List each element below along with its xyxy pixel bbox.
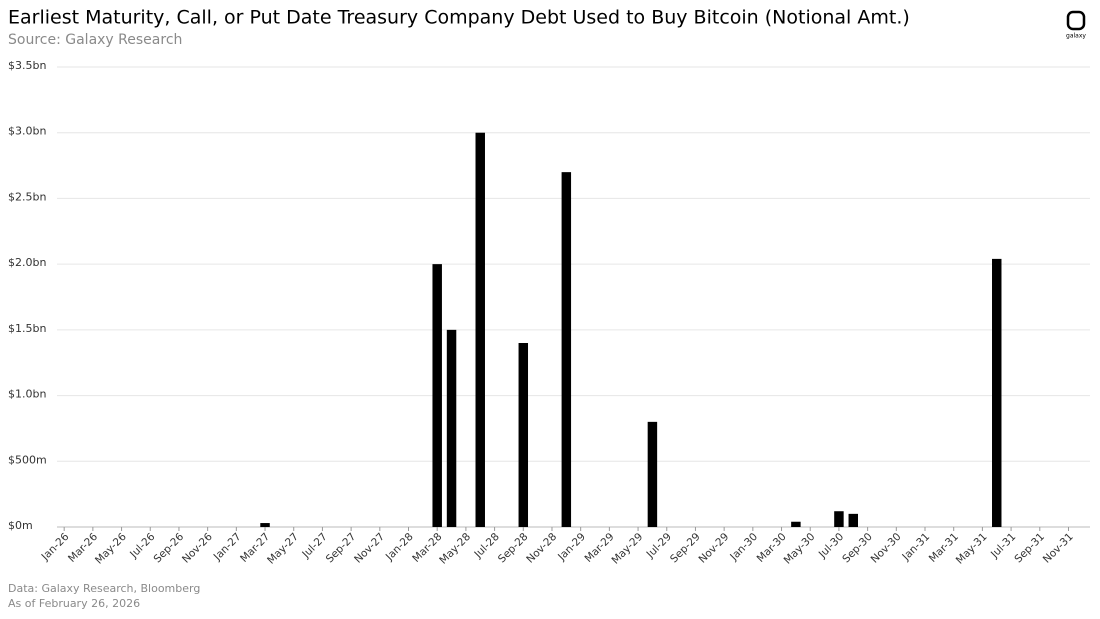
x-tick-label: Sep-28 xyxy=(496,531,531,566)
x-tick-label: Jan-30 xyxy=(727,531,760,564)
y-tick-label: $0m xyxy=(8,519,33,532)
x-tick-label: Jan-29 xyxy=(555,531,588,564)
bar xyxy=(791,521,801,527)
y-tick-label: $1.0bn xyxy=(8,388,46,401)
x-tick-label: May-29 xyxy=(609,531,645,567)
x-tick-label: Nov-26 xyxy=(180,531,215,566)
logo-icon xyxy=(1066,10,1086,31)
bar xyxy=(992,258,1002,527)
x-tick-label: Nov-27 xyxy=(352,531,387,566)
y-tick-label: $3.5bn xyxy=(8,59,46,72)
bar xyxy=(260,523,270,527)
x-tick-label: Nov-28 xyxy=(524,531,559,566)
x-tick-label: May-30 xyxy=(782,531,818,567)
x-tick-label: Sep-30 xyxy=(840,531,875,566)
x-tick-label: Jan-28 xyxy=(383,531,416,564)
bar xyxy=(848,513,859,527)
bar xyxy=(518,343,529,527)
y-tick-label: $500m xyxy=(8,453,47,466)
x-tick-label: Sep-29 xyxy=(668,531,703,566)
footnote: As of February 26, 2026 xyxy=(8,597,140,610)
x-tick-label: May-26 xyxy=(93,531,129,567)
x-tick-label: Sep-31 xyxy=(1012,531,1047,566)
y-tick-label: $2.5bn xyxy=(8,190,46,203)
logo-text: galaxy xyxy=(1066,33,1086,40)
x-tick-label: Jan-31 xyxy=(899,531,932,564)
bar xyxy=(647,421,658,527)
x-tick-label: Sep-27 xyxy=(324,531,359,566)
footnote: Data: Galaxy Research, Bloomberg xyxy=(8,582,200,595)
chart-title: Earliest Maturity, Call, or Put Date Tre… xyxy=(8,7,910,29)
x-tick-label: May-28 xyxy=(437,531,473,567)
bar xyxy=(432,264,442,527)
bar xyxy=(446,329,457,527)
y-tick-label: $3.0bn xyxy=(8,125,46,138)
bar xyxy=(834,511,844,527)
y-tick-label: $2.0bn xyxy=(8,256,46,269)
bar xyxy=(475,132,485,527)
x-tick-label: Nov-30 xyxy=(869,531,904,566)
x-tick-label: Jan-26 xyxy=(39,531,72,564)
x-tick-label: May-27 xyxy=(265,531,301,567)
chart-subtitle: Source: Galaxy Research xyxy=(8,32,182,48)
x-tick-label: Nov-31 xyxy=(1041,531,1076,566)
x-tick-label: Nov-29 xyxy=(696,531,731,566)
bar xyxy=(561,172,572,527)
x-tick-label: Jan-27 xyxy=(211,531,244,564)
x-tick-label: Sep-26 xyxy=(152,531,187,566)
y-tick-label: $1.5bn xyxy=(8,322,46,335)
x-tick-label: May-31 xyxy=(954,531,990,567)
